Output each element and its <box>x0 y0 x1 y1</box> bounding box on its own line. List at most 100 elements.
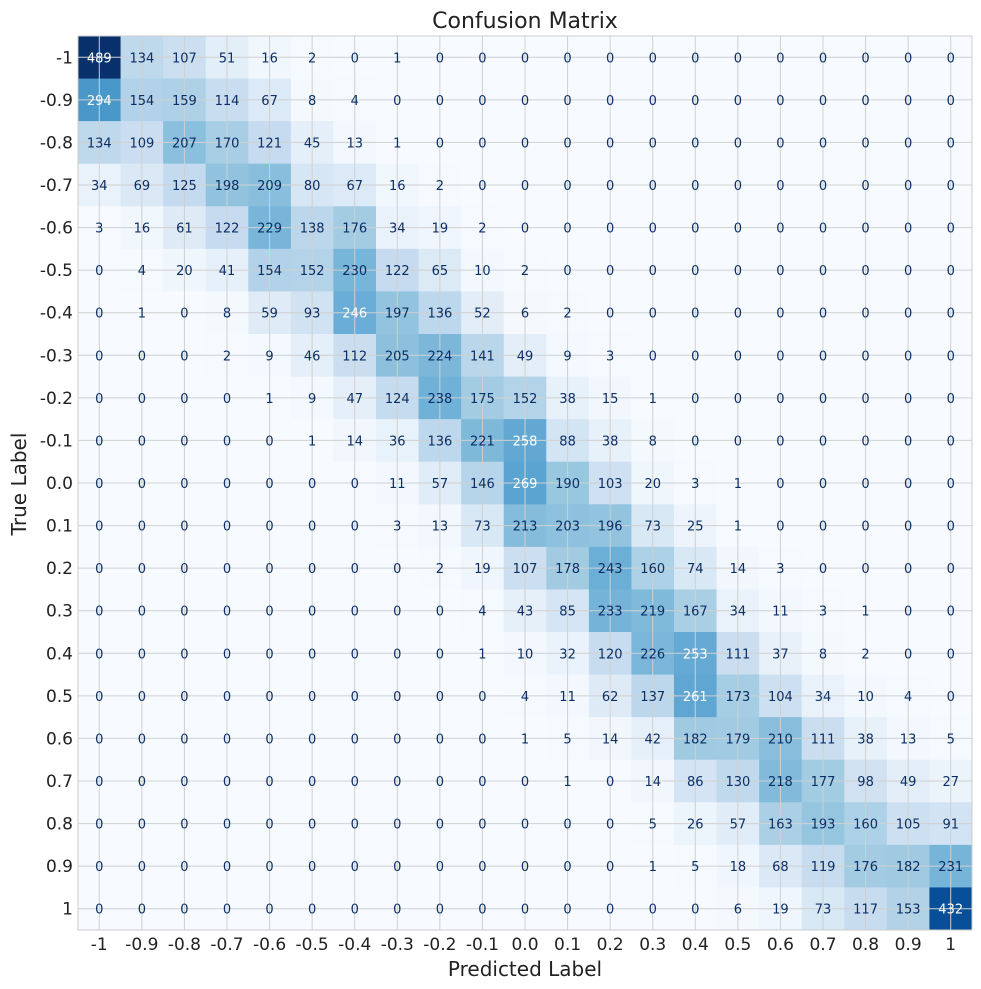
cell-value-label: 0 <box>436 136 444 151</box>
cell-value-label: 0 <box>947 222 955 237</box>
cell-value-label: 0 <box>436 818 444 833</box>
x-tick-label: -0.7 <box>210 935 243 955</box>
cell-value-label: 0 <box>947 562 955 577</box>
cell-value-label: 16 <box>134 222 151 237</box>
cell-value-label: 0 <box>265 434 273 449</box>
cell-value-label: 0 <box>436 647 444 662</box>
cell-value-label: 0 <box>478 732 486 747</box>
cell-value-label: 0 <box>265 818 273 833</box>
cell-value-label: 0 <box>904 179 912 194</box>
chart-title: Confusion Matrix <box>432 9 618 34</box>
cell-value-label: 0 <box>904 51 912 66</box>
cell-value-label: 0 <box>947 690 955 705</box>
x-tick-label: 0.6 <box>767 935 794 955</box>
cell-value-label: 167 <box>683 605 708 620</box>
cell-value-label: 233 <box>598 605 623 620</box>
cell-value-label: 0 <box>265 860 273 875</box>
cell-value-label: 73 <box>474 520 491 535</box>
cell-value-label: 57 <box>432 477 449 492</box>
x-axis-label: Predicted Label <box>448 957 602 981</box>
cell-value-label: 0 <box>223 775 231 790</box>
cell-value-label: 111 <box>725 647 750 662</box>
cell-value-label: 0 <box>776 307 784 322</box>
cell-value-label: 2 <box>861 647 869 662</box>
cell-value-label: 43 <box>517 605 534 620</box>
cell-value-label: 0 <box>606 860 614 875</box>
cell-value-label: 182 <box>896 860 921 875</box>
cell-value-label: 0 <box>734 51 742 66</box>
cell-value-label: 0 <box>223 477 231 492</box>
cell-value-label: 253 <box>683 647 708 662</box>
cell-value-label: 0 <box>819 307 827 322</box>
x-tick-label: 1 <box>945 935 956 955</box>
cell-value-label: 0 <box>521 818 529 833</box>
cell-value-label: 0 <box>138 520 146 535</box>
cell-value-label: 0 <box>606 818 614 833</box>
cell-value-label: 0 <box>478 136 486 151</box>
cell-value-label: 5 <box>947 732 955 747</box>
cell-value-label: 0 <box>904 307 912 322</box>
cell-value-label: 0 <box>138 434 146 449</box>
cell-value-label: 0 <box>861 264 869 279</box>
cell-value-label: 0 <box>95 860 103 875</box>
cell-value-label: 0 <box>819 520 827 535</box>
cell-value-label: 159 <box>172 94 197 109</box>
cell-value-label: 93 <box>304 307 321 322</box>
cell-value-label: 229 <box>257 222 282 237</box>
cell-value-label: 0 <box>180 860 188 875</box>
cell-value-label: 0 <box>95 520 103 535</box>
cell-value-label: 0 <box>904 392 912 407</box>
cell-value-label: 0 <box>861 562 869 577</box>
cell-value-label: 141 <box>470 349 495 364</box>
cell-value-label: 2 <box>308 51 316 66</box>
cell-value-label: 0 <box>393 818 401 833</box>
cell-value-label: 8 <box>223 307 231 322</box>
cell-value-label: 0 <box>308 605 316 620</box>
y-tick-label: 0.9 <box>46 857 73 877</box>
cell-value-label: 193 <box>811 818 836 833</box>
cell-value-label: 0 <box>265 690 273 705</box>
cell-value-label: 1 <box>138 307 146 322</box>
cell-value-label: 112 <box>342 349 367 364</box>
cell-value-label: 0 <box>393 860 401 875</box>
cell-value-label: 136 <box>427 434 452 449</box>
cell-value-label: 0 <box>947 307 955 322</box>
y-tick-labels: -1 -0.9 -0.8 -0.7 -0.6 -0.5 -0.4 -0.3 -0.2 -0.1 0.… <box>40 48 73 919</box>
cell-value-label: 65 <box>432 264 449 279</box>
cell-value-label: 0 <box>308 562 316 577</box>
cell-value-label: 0 <box>308 732 316 747</box>
cell-value-label: 224 <box>427 349 452 364</box>
cell-value-label: 0 <box>351 775 359 790</box>
cell-value-label: 13 <box>432 520 449 535</box>
cell-value-label: 0 <box>393 775 401 790</box>
cell-value-label: 221 <box>470 434 495 449</box>
cell-value-label: 0 <box>691 392 699 407</box>
cell-value-label: 1 <box>861 605 869 620</box>
cell-value-label: 0 <box>265 903 273 918</box>
cell-value-label: 0 <box>521 222 529 237</box>
cell-value-label: 0 <box>478 818 486 833</box>
cell-value-label: 0 <box>351 562 359 577</box>
cell-value-label: 0 <box>265 520 273 535</box>
cell-value-label: 210 <box>768 732 793 747</box>
cell-value-label: 0 <box>436 94 444 109</box>
cell-value-label: 0 <box>95 818 103 833</box>
cell-value-label: 14 <box>602 732 619 747</box>
cell-value-label: 0 <box>649 94 657 109</box>
cell-value-label: 0 <box>138 690 146 705</box>
cell-value-label: 0 <box>691 179 699 194</box>
x-tick-label: -0.9 <box>125 935 158 955</box>
cell-value-label: 2 <box>478 222 486 237</box>
cell-value-label: 0 <box>904 562 912 577</box>
cell-value-label: 0 <box>223 605 231 620</box>
cell-value-label: 0 <box>351 903 359 918</box>
cell-value-label: 0 <box>478 690 486 705</box>
cell-value-label: 0 <box>776 434 784 449</box>
cell-value-label: 36 <box>389 434 406 449</box>
cell-value-label: 0 <box>861 392 869 407</box>
cell-value-label: 5 <box>563 732 571 747</box>
cell-value-label: 0 <box>691 51 699 66</box>
cell-value-label: 0 <box>138 562 146 577</box>
cell-value-label: 0 <box>861 136 869 151</box>
cell-value-label: 152 <box>300 264 325 279</box>
